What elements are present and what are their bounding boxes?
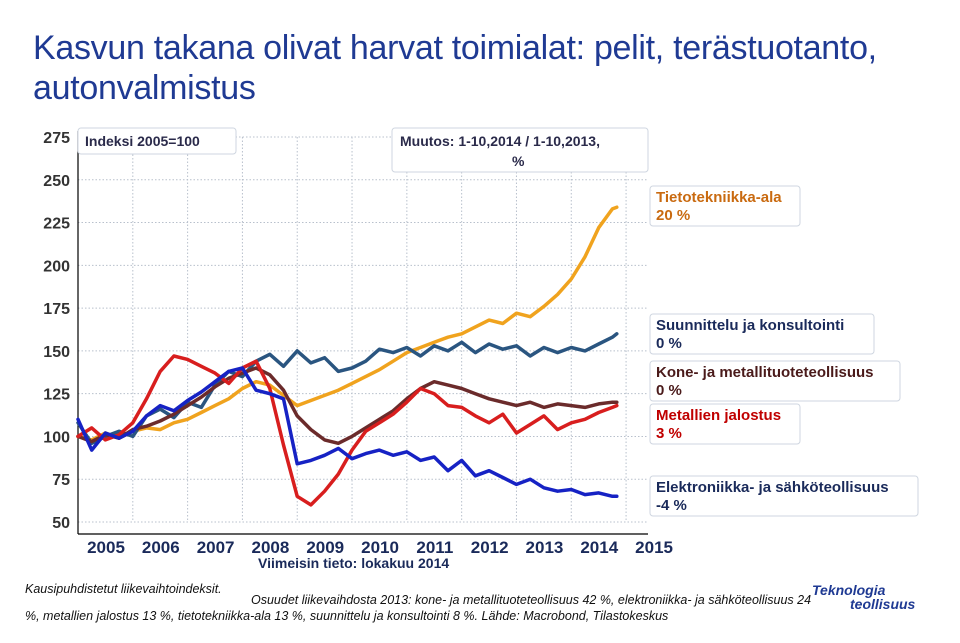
- footer-line1: Kausipuhdistetut liikevaihtoindeksit.: [25, 582, 222, 596]
- series-label-tietotekniikka: Tietotekniikka-ala 20 %: [649, 185, 801, 227]
- label-suunnittelu-change: 0 %: [656, 335, 682, 352]
- y-tick-label: 250: [43, 173, 70, 190]
- x-tick-label: 2012: [471, 538, 509, 557]
- series-line-0: [76, 205, 619, 442]
- x-tick-label: 2011: [416, 538, 453, 557]
- y-tick-label: 175: [43, 301, 70, 318]
- label-elektroniikka-change: -4 %: [656, 497, 687, 514]
- x-tick-label: 2013: [526, 538, 564, 557]
- index-base-note: Indeksi 2005=100: [77, 127, 237, 155]
- change-note: Muutos: 1-10,2014 / 1-10,2013, %: [391, 127, 649, 173]
- y-tick-label: 50: [52, 515, 70, 532]
- series-label-metallien: Metallien jalostus 3 %: [649, 403, 801, 445]
- series-label-suunnittelu: Suunnittelu ja konsultointi 0 %: [649, 313, 875, 355]
- latest-data-note: Viimeisin tieto: lokakuu 2014: [258, 555, 449, 571]
- series-line-3: [76, 354, 619, 507]
- series-label-kone: Kone- ja metallituoteteollisuus 0 %: [649, 360, 901, 402]
- series-line-4: [76, 366, 619, 499]
- x-tick-label: 2010: [361, 538, 399, 557]
- label-kone-name: Kone- ja metallituoteteollisuus: [656, 364, 874, 381]
- y-tick-label: 125: [43, 387, 70, 404]
- y-tick-label: 100: [43, 429, 70, 446]
- label-elektroniikka-name: Elektroniikka- ja sähköteollisuus: [656, 479, 889, 496]
- change-note-line2: %: [512, 153, 525, 169]
- label-suunnittelu-name: Suunnittelu ja konsultointi: [656, 317, 844, 334]
- change-note-line1: Muutos: 1-10,2014 / 1-10,2013,: [400, 133, 600, 149]
- x-tick-label: 2008: [252, 538, 290, 557]
- logo-line1: Teknologia: [812, 582, 886, 598]
- series-label-elektroniikka: Elektroniikka- ja sähköteollisuus -4 %: [649, 475, 919, 517]
- y-axis-ticks: 50 75 100 125 150 175 200 225 250 275: [43, 130, 70, 532]
- x-tick-label: 2006: [142, 538, 180, 557]
- x-tick-label: 2014: [580, 538, 618, 557]
- y-tick-label: 275: [43, 130, 70, 147]
- footer-line2: Osuudet liikevaihdosta 2013: kone- ja me…: [25, 592, 815, 624]
- x-tick-label: 2015: [635, 538, 673, 557]
- label-metallien-name: Metallien jalostus: [656, 407, 781, 424]
- page-title: Kasvun takana olivat harvat toimialat: p…: [33, 29, 877, 107]
- y-tick-label: 150: [43, 344, 70, 361]
- index-base-text: Indeksi 2005=100: [85, 133, 200, 149]
- series-line-2: [76, 366, 619, 446]
- footer-line2-text: Osuudet liikevaihdosta 2013: kone- ja me…: [25, 593, 812, 623]
- chart-series: [76, 205, 619, 507]
- company-logo: Teknologia teollisuus: [812, 583, 922, 611]
- x-tick-label: 2005: [87, 538, 125, 557]
- label-tietotekniikka-name: Tietotekniikka-ala: [656, 189, 782, 206]
- x-axis-ticks: 2005 2006 2007 2008 2009 2010 2011 2012 2013 2014…: [87, 538, 673, 557]
- x-tick-label: 2009: [306, 538, 344, 557]
- label-kone-change: 0 %: [656, 382, 682, 399]
- chart-grid: [77, 131, 648, 535]
- logo-line2: teollisuus: [850, 596, 916, 612]
- y-tick-label: 225: [43, 216, 70, 233]
- label-tietotekniikka-change: 20 %: [656, 207, 690, 224]
- y-tick-label: 75: [52, 472, 70, 489]
- series-line-1: [76, 332, 619, 446]
- x-tick-label: 2007: [197, 538, 235, 557]
- label-metallien-change: 3 %: [656, 425, 682, 442]
- y-tick-label: 200: [43, 258, 70, 275]
